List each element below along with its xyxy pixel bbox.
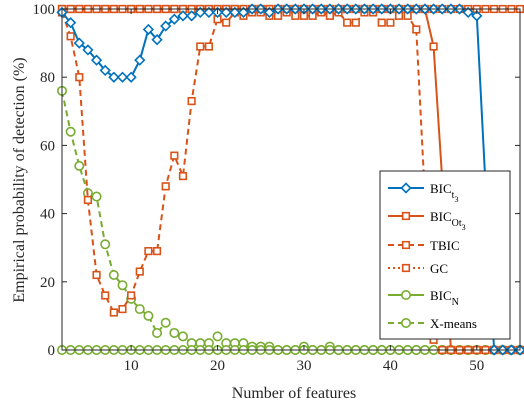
data-point-X-means — [108, 269, 119, 280]
axes: 10 20 30 40 50 0 20 40 60 80 100 — [33, 2, 521, 374]
data-point-BIC_Ot3 — [429, 42, 438, 51]
data-point-X-means — [169, 327, 180, 338]
legend-marker-X-means — [400, 317, 411, 328]
y-tick-label: 20 — [40, 275, 55, 291]
data-point-TBIC — [187, 96, 196, 106]
x-tick-label: 30 — [296, 358, 311, 374]
x-tick-label: 50 — [469, 358, 484, 374]
x-tick-label: 20 — [210, 358, 225, 374]
data-point-X-means — [134, 304, 145, 315]
data-point-TBIC — [170, 151, 179, 160]
legend: BICt3 BICOt3 TBIC GC BICN X-means — [379, 170, 511, 340]
legend-label-X-means: X-means — [430, 316, 477, 331]
legend-item-X-means: X-means — [388, 316, 477, 331]
y-tick-label: 0 — [48, 343, 56, 359]
data-point-X-means — [74, 160, 85, 171]
y-tick-label: 60 — [40, 138, 55, 154]
data-point-BIC_t3 — [65, 17, 77, 29]
data-point-TBIC — [92, 270, 101, 280]
data-point-TBIC — [222, 18, 231, 27]
legend-label-BIC_t3: BICt3 — [430, 181, 458, 204]
data-point-BIC_t3 — [185, 10, 198, 22]
data-point-BIC_t3 — [203, 6, 215, 19]
legend-item-BIC_N: BICN — [388, 288, 459, 308]
legend-item-BIC_Ot3: BICOt3 — [388, 209, 466, 232]
legend-marker-GC — [401, 263, 411, 273]
data-point-BIC_t3 — [471, 10, 483, 22]
data-point-BIC_t3 — [194, 6, 206, 19]
legend-marker-TBIC — [401, 240, 411, 250]
data-point-BIC_t3 — [82, 44, 94, 56]
data-point-TBIC — [109, 308, 118, 317]
y-tick-label: 100 — [33, 2, 56, 18]
y-tick-label: 40 — [40, 207, 55, 223]
plot-frame — [61, 8, 521, 351]
data-point-X-means — [65, 126, 76, 137]
legend-marker-BIC_t3 — [400, 182, 412, 194]
x-axis-label: Number of features — [232, 385, 356, 402]
data-point-BIC_t3 — [125, 71, 137, 83]
data-point-X-means — [143, 310, 154, 321]
data-point-BIC_t3 — [99, 64, 111, 77]
data-point-TBIC — [204, 42, 214, 51]
data-point-X-means — [212, 331, 223, 342]
data-point-BIC_t3 — [237, 6, 250, 19]
data-point-BIC_t3 — [168, 13, 180, 25]
x-tick-label: 10 — [124, 358, 139, 374]
data-point-TBIC — [101, 291, 110, 300]
data-point-X-means — [117, 280, 128, 291]
data-point-X-means — [152, 327, 163, 338]
data-point-X-means — [177, 331, 188, 342]
data-point-TBIC — [196, 42, 205, 51]
data-point-BIC_t3 — [151, 34, 163, 46]
data-point-TBIC — [83, 195, 93, 205]
data-point-X-means — [100, 239, 111, 250]
data-point-X-means — [91, 191, 102, 202]
data-point-BIC_t3 — [142, 23, 155, 36]
x-tick-label: 40 — [383, 358, 398, 374]
data-point-BIC_t3 — [160, 20, 172, 32]
data-point-TBIC — [75, 73, 84, 82]
data-point-BIC_t3 — [116, 71, 129, 83]
y-tick-label: 80 — [40, 70, 55, 86]
data-point-BIC_t3 — [108, 71, 120, 83]
legend-item-GC: GC — [388, 261, 448, 276]
data-point-BIC_t3 — [220, 6, 232, 19]
data-point-TBIC — [135, 267, 144, 276]
legend-label-BIC_Ot3: BICOt3 — [430, 209, 466, 232]
legend-label-TBIC: TBIC — [430, 238, 460, 253]
data-point-TBIC — [118, 304, 127, 314]
data-point-TBIC — [127, 291, 136, 300]
legend-item-TBIC: TBIC — [388, 238, 460, 253]
data-point-TBIC — [66, 32, 75, 41]
data-point-BIC_t3 — [90, 54, 103, 66]
data-point-TBIC — [178, 171, 188, 181]
data-point-X-means — [160, 317, 171, 328]
data-point-TBIC — [161, 182, 170, 191]
y-axis-label: Empirical probability of detection (%) — [11, 57, 28, 302]
legend-marker-BIC_N — [400, 289, 411, 300]
data-point-TBIC — [351, 18, 360, 27]
legend-item-BIC_t3: BICt3 — [388, 181, 458, 204]
legend-box — [379, 170, 511, 340]
data-point-BIC_t3 — [263, 6, 276, 19]
legend-label-BIC_N: BICN — [430, 288, 459, 308]
legend-marker-BIC_Ot3 — [401, 211, 411, 221]
data-point-BIC_t3 — [229, 6, 241, 19]
data-point-BIC_t3 — [462, 6, 474, 19]
data-point-TBIC — [152, 247, 162, 256]
data-point-TBIC — [412, 25, 421, 34]
data-point-TBIC — [343, 18, 352, 27]
data-point-TBIC — [386, 18, 395, 27]
data-point-BIC_t3 — [134, 54, 146, 66]
data-point-BIC_t3 — [177, 10, 189, 22]
data-point-TBIC — [144, 247, 153, 256]
data-point-TBIC — [377, 18, 386, 27]
legend-label-GC: GC — [430, 261, 448, 276]
data-point-BIC_t3 — [73, 37, 85, 49]
